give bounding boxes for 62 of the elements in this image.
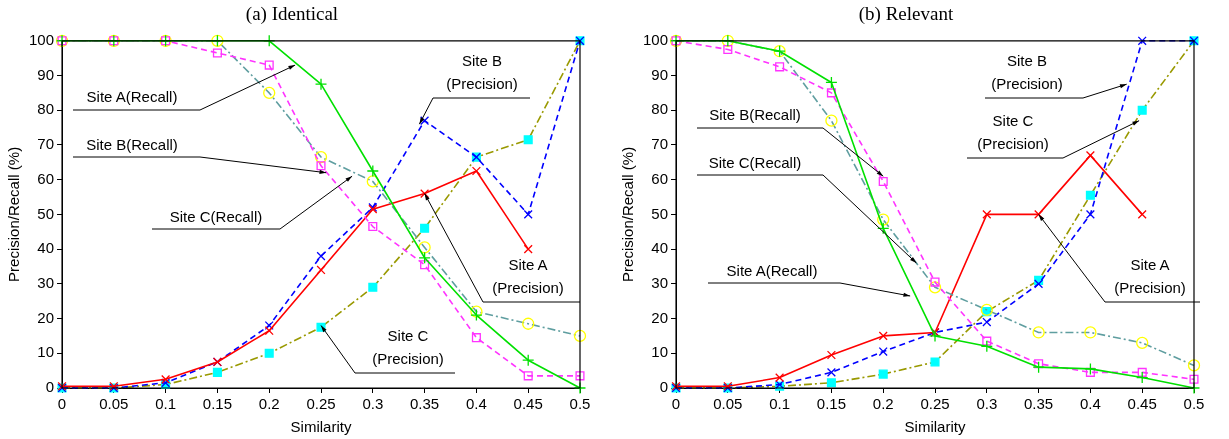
annotation: Site A (Precision) — [492, 256, 564, 297]
annotation: Site B (Precision) — [991, 52, 1063, 93]
x-tick-label: 0.4 — [465, 395, 487, 413]
y-tick-label: 90 — [37, 65, 55, 83]
x-tick-label: 0.45 — [1127, 395, 1157, 413]
x-tick-label: 0.2 — [872, 395, 894, 413]
y-tick-label: 10 — [37, 343, 55, 361]
y-tick-label: 20 — [651, 308, 669, 326]
y-tick-label: 100 — [643, 30, 669, 48]
x-tick-label: 0.05 — [713, 395, 743, 413]
y-tick-label: 30 — [651, 273, 669, 291]
y-tick-label: 80 — [651, 100, 669, 118]
x-tick-label: 0.1 — [155, 395, 177, 413]
chart-title: (b) Relevant — [858, 3, 954, 26]
x-tick-label: 0.15 — [202, 395, 233, 413]
y-tick-label: 40 — [37, 239, 55, 257]
x-tick-label: 0.05 — [99, 395, 129, 413]
x-tick-label: 0.1 — [769, 395, 791, 413]
y-axis-title: Precision/Recall (%) — [5, 146, 23, 282]
chart-title: (a) Identical — [245, 3, 339, 26]
annotation: Site B(Recall) — [86, 136, 178, 154]
y-tick-label: 30 — [37, 273, 55, 291]
x-tick-label: 0.2 — [258, 395, 280, 413]
x-tick-label: 0.4 — [1079, 395, 1101, 413]
y-tick-label: 10 — [651, 343, 669, 361]
annotation: Site B(Recall) — [709, 106, 801, 124]
x-tick-label: 0.15 — [816, 395, 847, 413]
x-tick-label: 0.3 — [976, 395, 998, 413]
y-tick-label: 20 — [37, 308, 55, 326]
x-tick-label: 0.25 — [306, 395, 336, 413]
y-tick-label: 60 — [651, 169, 669, 187]
annotation: Site C (Precision) — [372, 327, 444, 368]
y-tick-label: 0 — [659, 378, 669, 396]
y-tick-label: 50 — [651, 204, 669, 222]
annotation: Site A (Precision) — [1114, 256, 1186, 297]
annotation: Site A(Recall) — [726, 262, 818, 280]
y-tick-label: 80 — [37, 100, 55, 118]
annotation: Site C (Precision) — [977, 112, 1049, 153]
y-tick-label: 70 — [37, 135, 55, 153]
annotation: Site A(Recall) — [86, 88, 178, 106]
x-tick-label: 0 — [671, 395, 681, 413]
y-tick-label: 0 — [45, 378, 55, 396]
y-tick-label: 100 — [29, 30, 55, 48]
annotation: Site B (Precision) — [446, 52, 518, 93]
annotation: Site C(Recall) — [708, 154, 802, 172]
x-tick-label: 0.35 — [1024, 395, 1054, 413]
x-tick-label: 0.35 — [410, 395, 440, 413]
y-tick-label: 50 — [37, 204, 55, 222]
x-tick-label: 0.3 — [362, 395, 384, 413]
x-tick-label: 0.25 — [920, 395, 950, 413]
x-tick-label: 0 — [57, 395, 67, 413]
y-tick-label: 40 — [651, 239, 669, 257]
x-tick-label: 0.45 — [513, 395, 543, 413]
y-axis-title: Precision/Recall (%) — [619, 146, 637, 282]
annotation: Site C(Recall) — [169, 208, 263, 226]
y-tick-label: 90 — [651, 65, 669, 83]
x-tick-label: 0.5 — [1183, 395, 1205, 413]
x-tick-label: 0.5 — [569, 395, 591, 413]
y-tick-label: 60 — [37, 169, 55, 187]
y-tick-label: 70 — [651, 135, 669, 153]
x-axis-title: Similarity — [290, 418, 352, 436]
x-axis-title: Similarity — [904, 418, 966, 436]
